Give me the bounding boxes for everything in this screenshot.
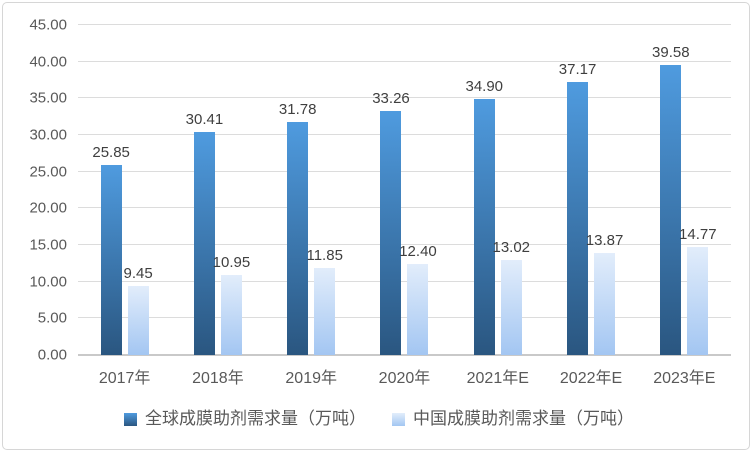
global-demand-bar: 37.17: [559, 62, 596, 355]
china-demand-bar: 10.95: [213, 255, 250, 355]
chart-container: 25.85 9.45 30.41 10.95 31.78 11.85 33.26 12.40 3…: [2, 2, 750, 450]
value-label: 14.77: [679, 225, 717, 243]
china-demand-bar: 14.77: [679, 227, 717, 355]
value-label: 34.90: [465, 78, 504, 96]
gridline: [78, 317, 731, 319]
bar-group-2021年E: 34.90 13.02: [451, 25, 544, 355]
gridline: [78, 134, 731, 135]
bar-group-2018年: 30.41 10.95: [171, 25, 264, 355]
x-tick-label: 2021年E: [466, 370, 529, 387]
legend-label: 中国成膜助剂需求量（万吨）: [413, 409, 634, 428]
y-tick-label: 40.00: [29, 53, 67, 71]
legend-item-china: 中国成膜助剂需求量（万吨）: [392, 409, 634, 429]
value-label: 12.40: [399, 243, 437, 261]
legend-item-global: 全球成膜助剂需求量（万吨）: [124, 409, 366, 429]
value-label: 9.45: [123, 264, 153, 282]
value-label: 37.17: [558, 61, 597, 79]
y-tick-label: 5.00: [37, 309, 67, 327]
value-label: 10.95: [212, 253, 251, 271]
bar-columns: 25.85 9.45 30.41 10.95 31.78 11.85 33.26 12.40 3…: [78, 25, 731, 355]
x-axis-labels: 2017年 2018年 2019年 2020年 2021年E 2022年E 2023年E: [78, 369, 731, 388]
china-demand-bar: 13.87: [586, 233, 623, 355]
value-label: 13.02: [492, 238, 531, 256]
global-demand-bar: 25.85: [92, 145, 130, 355]
value-label: 39.58: [652, 43, 690, 61]
y-tick-label: 20.00: [29, 199, 67, 217]
y-tick-label: 30.00: [29, 126, 67, 144]
x-axis-line: [78, 354, 731, 356]
gridline: [78, 24, 731, 25]
value-label: 11.85: [306, 247, 343, 265]
y-tick-label: 35.00: [29, 89, 67, 107]
x-tick-label: 2019年: [285, 370, 337, 387]
bar-group-2022年E: 37.17 13.87: [544, 25, 637, 355]
y-tick-label: 10.00: [29, 273, 67, 291]
gridline: [78, 170, 731, 172]
china-demand-bar: 13.02: [492, 240, 530, 355]
value-label: 25.85: [92, 144, 130, 162]
y-tick-label: 45.00: [29, 16, 67, 34]
bar-group-2020年: 33.26 12.40: [358, 25, 451, 355]
global-demand-bar: 34.90: [465, 79, 503, 355]
china-demand-bar: 12.40: [399, 244, 437, 355]
value-label: 31.78: [278, 100, 317, 118]
legend: 全球成膜助剂需求量（万吨） 中国成膜助剂需求量（万吨）: [3, 409, 752, 429]
legend-marker-icon: [392, 412, 405, 426]
gridline: [78, 244, 731, 245]
global-demand-bar: 30.41: [186, 112, 223, 355]
x-tick-label: 2022年E: [559, 370, 623, 387]
legend-label: 全球成膜助剂需求量（万吨）: [145, 409, 366, 428]
y-tick-label: 25.00: [29, 163, 67, 181]
legend-marker-icon: [124, 412, 137, 426]
y-axis-labels: 0.00 5.00 10.00 15.00 20.00 25.00 30.00 35.00 40…: [3, 3, 67, 455]
bar-group-2019年: 31.78 11.85: [265, 25, 358, 355]
gridline: [78, 60, 731, 62]
value-label: 30.41: [185, 111, 224, 128]
x-tick-label: 2023年E: [653, 370, 716, 387]
gridline: [78, 280, 731, 282]
gridline: [78, 207, 731, 209]
global-demand-bar: 39.58: [652, 45, 690, 355]
value-label: 33.26: [372, 90, 410, 108]
value-label: 13.87: [585, 232, 624, 250]
y-tick-label: 15.00: [29, 236, 67, 254]
x-tick-label: 2020年: [378, 370, 431, 387]
global-demand-bar: 31.78: [279, 102, 316, 355]
bar-group-2017年: 25.85 9.45: [78, 25, 171, 355]
x-tick-label: 2018年: [192, 370, 244, 387]
y-tick-label: 0.00: [37, 346, 67, 364]
gridline: [78, 97, 731, 99]
global-demand-bar: 33.26: [372, 91, 410, 355]
x-tick-label: 2017年: [98, 370, 151, 387]
plot-area: 25.85 9.45 30.41 10.95 31.78 11.85 33.26 12.40 3…: [78, 24, 731, 356]
china-demand-bar: 11.85: [306, 248, 343, 355]
bar-group-2023年E: 39.58 14.77: [638, 25, 731, 355]
china-demand-bar: 9.45: [124, 266, 153, 355]
